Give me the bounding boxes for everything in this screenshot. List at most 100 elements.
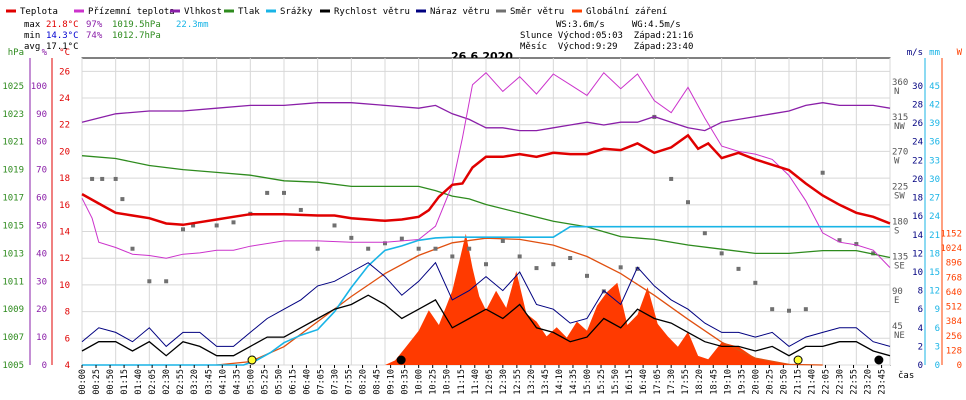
rain-axis-tick: 21 [929, 231, 940, 241]
humidity-line [81, 102, 891, 132]
wind-direction-point [618, 265, 623, 270]
x-tick-label: 17:55 [681, 369, 691, 395]
x-tick-label: 13:20 [527, 369, 537, 395]
hpa-axis-tick: 1013 [2, 249, 24, 259]
stat-max-label: max [24, 20, 41, 30]
rain-line [82, 225, 890, 366]
solar-axis-tick: 768 [946, 273, 962, 283]
x-tick-label: 01:15 [120, 369, 130, 395]
wind-direction-point [635, 266, 640, 271]
x-tick-label: 09:10 [387, 369, 397, 395]
x-tick-label: 06:40 [302, 369, 312, 395]
wind-direction-point [349, 235, 354, 240]
x-tick-label: 02:05 [148, 369, 158, 395]
wind-axis-tick: 28 [912, 101, 923, 111]
x-tick-label: 05:50 [274, 369, 284, 395]
x-tick-label: 10:00 [415, 369, 425, 395]
x-tick-label: 18:20 [695, 369, 705, 395]
x-tick-label: 06:15 [288, 369, 298, 395]
x-tick-label: 22:05 [821, 369, 831, 395]
rain-axis-tick: 24 [929, 212, 940, 222]
x-tick-label: 16:15 [625, 369, 635, 395]
x-tick-label: 19:35 [737, 369, 747, 395]
direction-axis-name: N [894, 87, 899, 97]
temp-axis-tick: 24 [59, 94, 70, 104]
x-tick-label: 03:45 [204, 369, 214, 395]
x-tick-label: 19:10 [723, 369, 733, 395]
sunrise-marker [247, 355, 257, 365]
x-tick-label: 08:20 [359, 369, 369, 395]
solar-axis-tick: 896 [946, 259, 962, 269]
rain-axis-tick: 6 [935, 324, 940, 334]
wind-direction-point [332, 223, 337, 228]
solar-theoretical-line [216, 237, 823, 366]
x-tick-label: 14:35 [569, 369, 579, 395]
wind-direction-point [702, 231, 707, 236]
x-tick-label: 13:45 [541, 369, 551, 395]
x-tick-label: 23:45 [878, 369, 888, 395]
humidity-axis-tick: 50 [36, 221, 47, 231]
hpa-axis-tick: 1015 [2, 221, 24, 231]
rain-axis-tick: 33 [929, 156, 940, 166]
x-tick-label: 00:50 [106, 369, 116, 395]
x-tick-label: 04:35 [232, 369, 242, 395]
info-sun-line: Slunce Východ:05:03 Západ:21:16 [520, 31, 693, 41]
wind-axis-tick: 0 [918, 361, 923, 371]
rain-axis-tick: 0 [935, 361, 940, 371]
hpa-axis-tick: 1005 [2, 361, 24, 371]
wind-axis-tick: 20 [912, 175, 923, 185]
wind-direction-point [585, 273, 589, 278]
wind-direction-point [517, 254, 522, 259]
direction-axis-name: NE [894, 331, 905, 341]
solar-axis-tick: 128 [946, 346, 962, 356]
direction-axis-name: SE [894, 261, 905, 271]
rain-axis-title: mm [929, 48, 940, 58]
humidity-axis-tick: 20 [36, 305, 47, 315]
wind-axis-tick: 6 [918, 305, 923, 315]
sun-moon-info: WS:3.6m/s WG:4.5m/s Slunce Východ:05:03 … [520, 20, 693, 52]
wind-direction-point [130, 246, 135, 251]
x-tick-label: 11:40 [471, 369, 481, 395]
hpa-axis-tick: 1011 [2, 277, 24, 287]
temp-axis-tick: 4 [65, 361, 70, 371]
wind-direction-point [803, 307, 808, 312]
x-tick-label: 10:25 [429, 369, 439, 395]
solar-axis-title: W [957, 48, 963, 58]
wind-direction-point [534, 266, 539, 271]
temp-axis-tick: 16 [59, 201, 70, 211]
x-tick-label: 20:25 [765, 369, 775, 395]
solar-axis-tick: 1152 [940, 229, 962, 239]
x-tick-label: 21:40 [807, 369, 817, 395]
wind-axis-tick: 24 [912, 138, 923, 148]
x-tick-label: 14:10 [555, 369, 565, 395]
info-wind-line: WS:3.6m/s WG:4.5m/s [556, 20, 681, 30]
solar-axis-tick: 0 [957, 361, 962, 371]
solar-axis-tick: 384 [946, 317, 962, 327]
x-tick-label: 15:00 [583, 369, 593, 395]
series-layer [81, 71, 891, 366]
legend-label: Náraz větru [430, 7, 490, 17]
x-tick-label: 17:30 [667, 369, 677, 395]
x-tick-label: 07:05 [316, 369, 326, 395]
wind-direction-point [669, 176, 674, 181]
wind-speed-line [81, 294, 891, 357]
wind-direction-point [265, 190, 270, 195]
wind-direction-point [113, 176, 118, 181]
temp-axis-title: °C [59, 48, 70, 58]
wind-direction-point [383, 241, 387, 246]
temp-axis-tick: 20 [59, 147, 70, 157]
stat-min-press: 1012.7hPa [112, 31, 161, 41]
wind-direction-point [399, 236, 404, 241]
x-tick-label: 17:05 [653, 369, 663, 395]
legend-label: Přízemní teplota [88, 7, 175, 17]
x-tick-label: 05:00 [246, 369, 256, 395]
wind-direction-point [854, 242, 859, 247]
solar-axis-tick: 256 [946, 332, 962, 342]
temp-axis-tick: 14 [59, 228, 70, 238]
stats-panel: max 21.8°C 97% 1019.5hPa 22.3mm min 14.3… [24, 20, 209, 52]
stat-avg-label: avg [24, 42, 40, 52]
legend-label: Srážky [280, 7, 313, 17]
x-axis-title: čas [898, 370, 914, 381]
x-tick-label: 05:25 [260, 369, 270, 395]
wind-direction-point [467, 246, 472, 251]
